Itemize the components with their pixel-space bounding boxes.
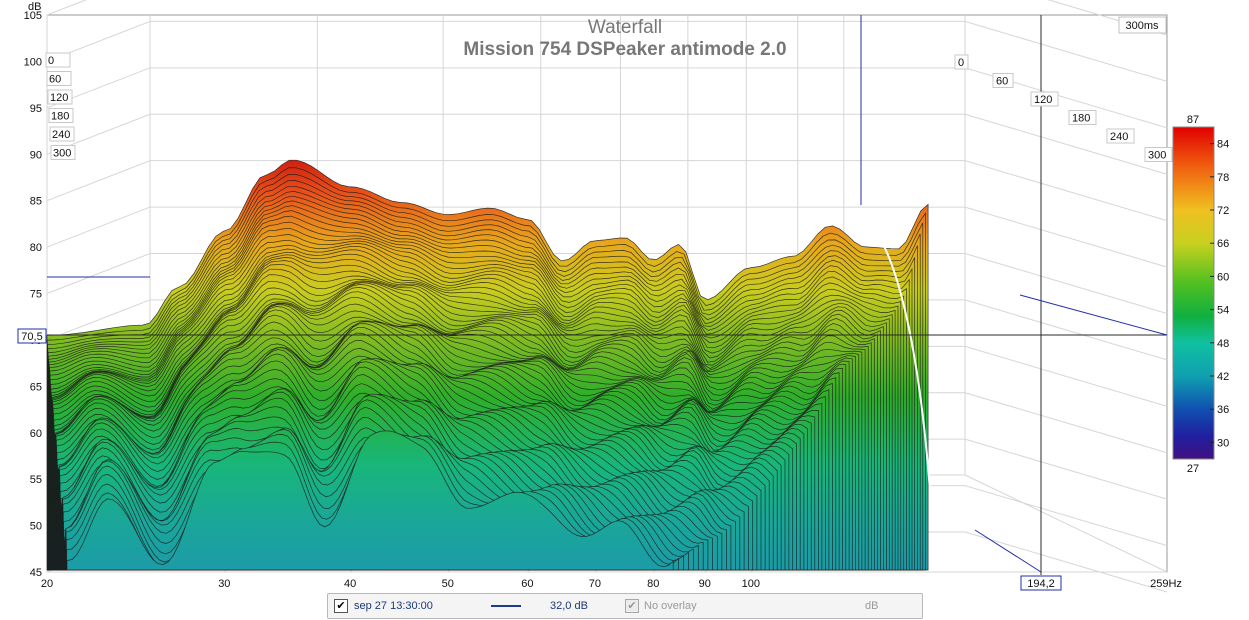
colorbar-tick: 60 xyxy=(1217,271,1229,283)
svg-text:194,2: 194,2 xyxy=(1027,578,1055,590)
time-tick-right: 120 xyxy=(1034,94,1052,106)
time-axis-label: 300ms xyxy=(1125,20,1159,32)
time-ticks-right: 0 60 120 180 240 300 xyxy=(954,54,1173,162)
y-tick-label: 90 xyxy=(30,149,42,161)
time-ticks-left: 0 60 120 180 240 300 xyxy=(45,52,76,160)
x-axis-end-label: 259Hz xyxy=(1150,578,1182,590)
legend-bar: ✔ sep 27 13:30:00 32,0 dB ✔ No overlay d… xyxy=(327,593,923,619)
measurement-checkbox[interactable]: ✔ xyxy=(334,599,348,613)
cursor-x-readout: 194,2 xyxy=(1020,575,1062,591)
time-tick-left: 60 xyxy=(49,74,61,86)
time-tick-left: 120 xyxy=(50,92,68,104)
y-tick-label: 45 xyxy=(30,567,42,579)
time-tick-right: 180 xyxy=(1072,113,1090,125)
colorbar-max: 87 xyxy=(1187,114,1199,126)
waterfall-slice xyxy=(66,430,674,571)
x-tick-label: 100 xyxy=(742,578,760,590)
time-tick-right: 300 xyxy=(1148,150,1166,162)
y-tick-label: 60 xyxy=(30,428,42,440)
colorbar-tick: 42 xyxy=(1217,371,1229,383)
y-tick-label: 75 xyxy=(30,289,42,301)
cursor-time-slice xyxy=(861,219,933,521)
y-tick-label: 105 xyxy=(24,10,42,22)
measurement-value: 32,0 dB xyxy=(550,600,588,612)
series-swatch xyxy=(491,605,521,607)
cursor-y-readout: 70,5 xyxy=(17,328,47,344)
waterfall-surface xyxy=(46,159,933,571)
colorbar-tick: 78 xyxy=(1217,172,1229,184)
y-tick-label: 80 xyxy=(30,242,42,254)
time-tick-right: 240 xyxy=(1110,131,1128,143)
y-tick-label: 65 xyxy=(30,381,42,393)
overlay-checkbox[interactable]: ✔ xyxy=(625,599,639,613)
svg-text:70,5: 70,5 xyxy=(21,331,42,343)
time-axis-tag: 300ms xyxy=(1118,16,1167,34)
x-tick-label: 90 xyxy=(699,578,711,590)
chart-subtitle: Mission 754 DSPeaker antimode 2.0 xyxy=(463,39,786,60)
y-tick-label: 85 xyxy=(30,196,42,208)
x-tick-label: 40 xyxy=(344,578,356,590)
time-tick-left: 300 xyxy=(53,148,71,160)
colorbar-tick: 84 xyxy=(1217,139,1229,151)
overlay-unit: dB xyxy=(865,600,879,612)
chart-title: Waterfall xyxy=(588,17,662,38)
y-axis: 1051009590858075706560555045 xyxy=(24,10,42,579)
colorbar-tick: 36 xyxy=(1217,404,1229,416)
colorbar-tick: 66 xyxy=(1217,238,1229,250)
x-tick-label: 20 xyxy=(41,578,53,590)
y-tick-label: 100 xyxy=(24,56,42,68)
colorbar: 87 27 84 78 72 66 60 54 48 42 36 30 xyxy=(1172,114,1229,475)
y-tick-label: 55 xyxy=(30,474,42,486)
colorbar-tick: 54 xyxy=(1217,305,1229,317)
colorbar-tick: 30 xyxy=(1217,437,1229,449)
colorbar-tick: 72 xyxy=(1217,205,1229,217)
colorbar-min: 27 xyxy=(1187,463,1199,475)
y-tick-label: 50 xyxy=(30,521,42,533)
time-tick-left: 240 xyxy=(52,129,70,141)
x-tick-label: 70 xyxy=(589,578,601,590)
time-tick-right: 0 xyxy=(958,57,964,69)
x-tick-label: 80 xyxy=(647,578,659,590)
x-tick-label: 60 xyxy=(521,578,533,590)
time-tick-left: 0 xyxy=(48,55,54,67)
cursor-lines xyxy=(47,15,1168,575)
x-tick-label: 30 xyxy=(218,578,230,590)
colorbar-tick: 48 xyxy=(1217,338,1229,350)
x-axis: 20 30 40 50 60 70 80 90 100 259Hz xyxy=(41,578,1182,590)
time-tick-right: 60 xyxy=(996,76,1008,88)
time-tick-left: 180 xyxy=(51,111,69,123)
y-tick-label: 95 xyxy=(30,103,42,115)
measurement-label: sep 27 13:30:00 xyxy=(354,600,433,612)
overlay-label: No overlay xyxy=(644,600,697,612)
y-axis-unit: dB xyxy=(28,1,41,13)
x-tick-label: 50 xyxy=(442,578,454,590)
